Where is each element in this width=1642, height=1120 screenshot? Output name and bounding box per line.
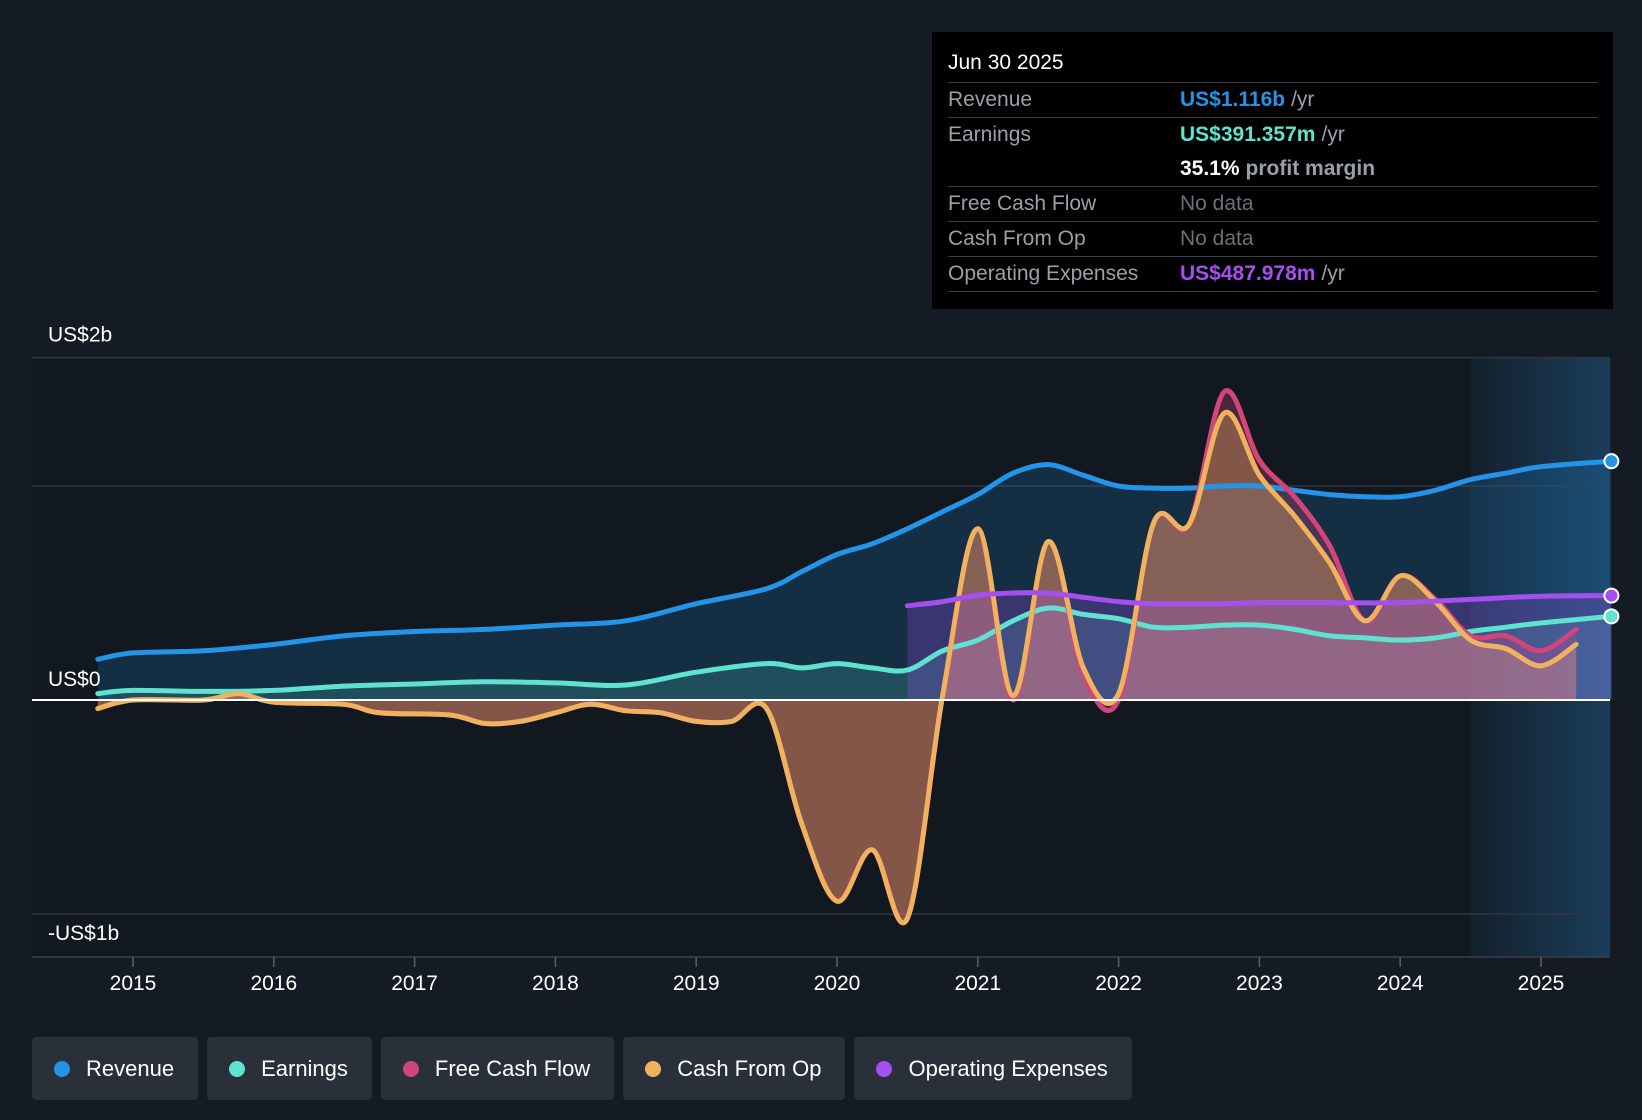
tooltip-earnings-label: Earnings (948, 123, 1031, 146)
revenue-line (95, 458, 1614, 662)
legend-revenue-label: Revenue (86, 1055, 175, 1081)
tooltip-fcf-value: No data (1180, 192, 1254, 215)
legend-dot-cash-from-op (645, 1060, 662, 1077)
tooltip-row-fcf: Free Cash Flow No data (948, 187, 1597, 222)
x-tick-label: 2015 (110, 972, 157, 995)
tooltip-revenue-value: US$1.116b (1180, 88, 1286, 111)
revenue-area (97, 461, 1612, 700)
x-axis-labels: 2015 2016 2017 2018 2019 2020 2021 2022 2023 2024… (110, 957, 1565, 995)
tooltip-row-earnings: Earnings US$391.357m/yr (948, 118, 1597, 152)
series-lines (95, 388, 1614, 925)
tooltip-opex-value: US$487.978m (1180, 262, 1316, 285)
earnings-end-marker[interactable] (1603, 608, 1620, 625)
earnings-area (97, 607, 1612, 700)
y-axis-labels: US$2b US$0 -US$1b (48, 324, 119, 945)
revenue-end-marker[interactable] (1603, 453, 1620, 470)
forecast-region (1470, 357, 1610, 957)
tooltip-margin-value: 35.1% (1180, 157, 1240, 180)
y-tick-label: US$2b (48, 324, 112, 347)
tooltip-cfo-label: Cash From Op (948, 227, 1086, 250)
free-cash-flow-area (97, 390, 1577, 923)
legend-cash-from-op-label: Cash From Op (677, 1055, 822, 1081)
x-tick-label: 2023 (1236, 972, 1283, 995)
tooltip-revenue-label: Revenue (948, 88, 1033, 111)
legend-dot-free-cash-flow (402, 1060, 419, 1077)
legend-free-cash-flow[interactable]: Free Cash Flow (380, 1037, 615, 1100)
tooltip-opex-unit: /yr (1321, 262, 1345, 285)
earnings-line (95, 605, 1614, 697)
x-tick-label: 2018 (532, 972, 579, 995)
tooltip-margin-label: profit margin (1245, 157, 1376, 180)
legend-dot-revenue (54, 1060, 70, 1077)
y-tick-label: -US$1b (48, 922, 119, 945)
operating-expenses-end-marker[interactable] (1603, 587, 1620, 604)
x-tick-label: 2019 (673, 972, 720, 995)
tooltip-opex-label: Operating Expenses (948, 262, 1139, 285)
x-tick-label: 2024 (1377, 972, 1424, 995)
tooltip-earnings-unit: /yr (1321, 123, 1345, 146)
chart-legend: Revenue Earnings Free Cash Flow Cash Fro… (32, 1037, 1141, 1100)
gridlines (32, 356, 1610, 958)
tooltip-row-cfo: Cash From Op No data (948, 222, 1597, 257)
series-end-markers (32, 453, 1620, 701)
x-tick-label: 2022 (1095, 972, 1142, 995)
legend-cash-from-op[interactable]: Cash From Op (623, 1037, 846, 1100)
x-tick-label: 2025 (1518, 972, 1565, 995)
y-tick-label: US$0 (48, 668, 101, 691)
tooltip-date: Jun 30 2025 (948, 46, 1597, 83)
legend-revenue[interactable]: Revenue (32, 1037, 199, 1100)
tooltip-earnings-value: US$391.357m (1180, 123, 1316, 146)
x-tick-label: 2017 (391, 972, 438, 995)
legend-earnings[interactable]: Earnings (207, 1037, 372, 1100)
tooltip-cfo-value: No data (1180, 227, 1254, 250)
tooltip-row-revenue: Revenue US$1.116b/yr (948, 83, 1597, 118)
tooltip-fcf-label: Free Cash Flow (948, 192, 1097, 215)
tooltip-row-margin: 35.1% profit margin (948, 152, 1597, 187)
legend-earnings-label: Earnings (261, 1055, 348, 1081)
legend-dot-operating-expenses (876, 1060, 893, 1077)
tooltip-revenue-unit: /yr (1291, 88, 1315, 111)
data-tooltip: Jun 30 2025 Revenue US$1.116b/yr Earning… (932, 32, 1613, 309)
x-tick-label: 2020 (814, 972, 861, 995)
legend-dot-earnings (229, 1060, 246, 1077)
x-tick-label: 2016 (250, 972, 297, 995)
cash-from-op-area (97, 412, 1577, 923)
legend-operating-expenses-label: Operating Expenses (908, 1055, 1108, 1081)
x-tick-label: 2021 (954, 972, 1001, 995)
legend-free-cash-flow-label: Free Cash Flow (434, 1055, 591, 1081)
plot-background (32, 357, 1610, 957)
operating-expenses-line (904, 590, 1614, 609)
tooltip-row-opex: Operating Expenses US$487.978m/yr (948, 257, 1597, 292)
legend-operating-expenses[interactable]: Operating Expenses (854, 1037, 1132, 1100)
cash-from-op-line (95, 409, 1579, 925)
